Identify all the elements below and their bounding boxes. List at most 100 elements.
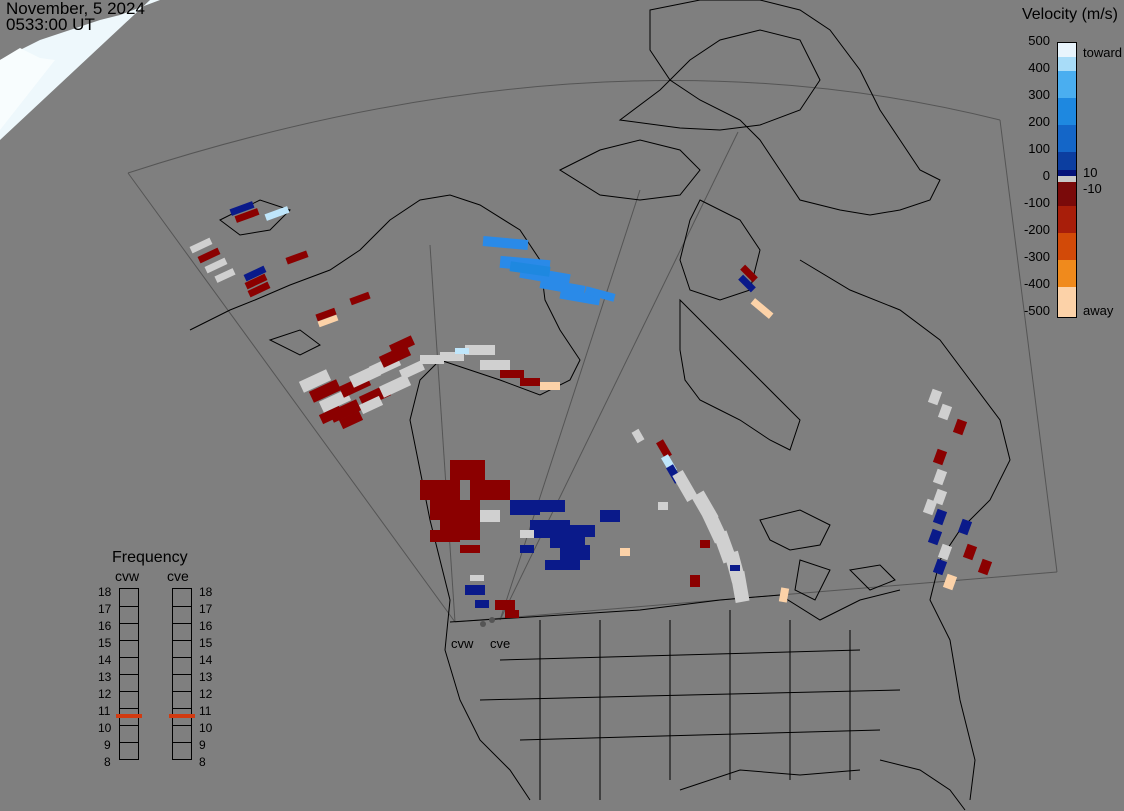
velocity-cell [482,236,529,250]
colorbar-seg [1058,43,1076,57]
velocity-cell [957,518,973,536]
velocity-cell [475,600,489,608]
velocity-cell [937,543,953,561]
velocity-cell [244,273,268,290]
velocity-cell [234,208,260,223]
velocity-cell [465,585,485,595]
colorbar-seg [1058,57,1076,71]
velocity-tick: 100 [1028,141,1050,156]
velocity-cell [540,382,560,390]
freq-scale-left: 14 [98,653,112,667]
daylight-region-white [0,48,55,130]
frequency-bar-cve [169,588,195,760]
velocity-tick: 400 [1028,60,1050,75]
colorbar-seg [1058,206,1076,233]
velocity-cell [358,395,384,415]
velocity-tick: 0 [1042,168,1050,183]
velocity-cell [952,418,968,436]
velocity-colorbar [1057,42,1077,318]
colorbar-seg [1058,260,1076,287]
velocity-cell [520,545,534,553]
coastlines [189,0,1011,811]
velocity-tick: -10 [1083,181,1102,196]
velocity-cell [932,468,948,486]
freq-scale-right: 14 [199,653,213,667]
freq-scale-right: 18 [199,585,213,599]
velocity-cell [298,369,332,393]
velocity-cell [500,370,524,378]
colorbar-seg [1058,287,1076,317]
velocity-cell [420,355,444,364]
velocity-cell [977,558,993,576]
colorbar-seg [1058,125,1076,152]
velocity-cell [470,575,484,581]
date-label: November, 5 2024 [6,0,145,18]
velocity-cell [937,403,953,421]
freq-scale-right: 10 [199,721,213,735]
freq-scale-right: 8 [199,755,206,769]
freq-scale-left: 18 [98,585,112,599]
velocity-cell [560,545,590,560]
freq-scale-right: 13 [199,670,213,684]
velocity-tick: 10 [1083,165,1098,180]
velocity-cell [932,558,948,576]
freq-scale-left: 16 [98,619,112,633]
velocity-cell [264,206,290,221]
velocity-tick: -400 [1023,276,1050,291]
freq-scale-right: 17 [199,602,213,616]
velocity-cell [778,587,790,603]
velocity-cell [750,298,774,319]
velocity-cell [455,348,469,354]
frequency-marker-cve [169,714,195,718]
velocity-cell [600,510,620,522]
velocity-tick: -500 [1023,303,1050,318]
colorbar-seg [1058,170,1076,176]
velocity-cell [378,344,412,368]
velocity-cell [189,237,213,254]
velocity-cell [545,560,565,570]
frequency-radar-cvw: cvw [115,568,140,584]
velocity-cell [460,545,480,553]
velocity-cell [470,480,510,500]
velocity-cell [520,530,534,538]
freq-scale-right: 16 [199,619,213,633]
time-label: 0533:00 UT [6,15,95,34]
velocity-cell [656,439,672,459]
velocity-cell [317,314,339,328]
colorbar-seg [1058,152,1076,170]
velocity-cell [440,352,464,361]
freq-scale-left: 12 [98,687,112,701]
freq-scale-left: 10 [98,721,112,735]
velocity-tick: 500 [1028,33,1050,48]
freq-scale-right: 9 [199,738,206,752]
velocity-cell [672,470,698,502]
velocity-cell [927,528,943,546]
toward-label: toward [1083,45,1123,60]
velocity-cell [495,600,515,610]
velocity-cell [430,500,480,520]
velocity-cell [584,286,616,302]
radar-site-cve[interactable] [489,617,495,623]
velocity-cell [540,500,565,512]
velocity-cell [932,488,948,506]
freq-scale-left: 11 [98,704,111,718]
velocity-tick: 300 [1028,87,1050,102]
velocity-cell [927,388,943,406]
away-label: away [1083,303,1114,318]
velocity-cell [740,264,758,283]
radar-site-cvw[interactable] [480,621,486,627]
velocity-cell [389,335,415,355]
velocity-cell [420,480,460,500]
radar-label-cvw: cvw [451,636,474,651]
velocity-cell [505,610,519,618]
velocity-cell [318,405,344,425]
colorbar-seg [1058,233,1076,260]
velocity-cell [480,360,510,370]
velocity-cell [399,360,425,380]
velocity-cell [509,261,551,277]
freq-scale-left: 13 [98,670,112,684]
velocity-cell [560,560,580,570]
velocity-cell [430,530,460,542]
